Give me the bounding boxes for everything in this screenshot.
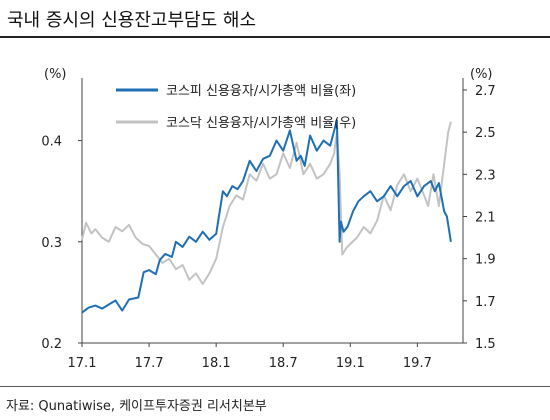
x-tick-label: 17.1 xyxy=(68,356,97,371)
y-right-tick-label: 1.5 xyxy=(475,337,496,352)
title-bar: 국내 증시의 신용잔고부담도 해소 xyxy=(0,0,550,38)
legend-label-kospi: 코스피 신용융자/시가총액 비율(좌) xyxy=(166,84,356,99)
y-left-tick-label: 0.2 xyxy=(41,337,62,352)
y-left-tick-label: 0.3 xyxy=(41,236,62,251)
y-right-tick-label: 2.3 xyxy=(475,168,496,183)
chart-title: 국내 증시의 신용잔고부담도 해소 xyxy=(7,10,257,31)
y-left-unit: (%) xyxy=(44,67,67,82)
x-tick-label: 18.7 xyxy=(269,356,298,371)
y-right-tick-label: 1.9 xyxy=(475,253,496,268)
x-tick-label: 17.7 xyxy=(135,356,164,371)
y-right-tick-label: 1.7 xyxy=(475,295,496,310)
source-bar: 자료: Qunatiwise, 케이프투자증권 리서치본부 xyxy=(0,386,550,420)
y-left-tick-label: 0.4 xyxy=(41,135,62,150)
y-right-tick-label: 2.5 xyxy=(475,126,496,141)
y-right-unit: (%) xyxy=(470,67,493,82)
legend: 코스피 신용융자/시가총액 비율(좌) 코스닥 신용융자/시가총액 비율(우) xyxy=(116,84,356,131)
x-tick-label: 18.1 xyxy=(202,356,231,371)
y-right-tick-label: 2.7 xyxy=(475,84,496,99)
source-note: 자료: Qunatiwise, 케이프투자증권 리서치본부 xyxy=(6,399,267,414)
x-tick-label: 19.1 xyxy=(336,356,365,371)
x-tick-label: 19.7 xyxy=(403,356,432,371)
y-right-tick-label: 2.1 xyxy=(475,211,496,226)
kospi-series-line xyxy=(81,119,452,314)
kosdaq-series-line xyxy=(81,121,452,285)
axes: (%) (%) 0.2 0.3 0.4 1.5 1.7 1.9 2.1 2.3 2.5 2.7 17.1… xyxy=(41,67,495,371)
legend-label-kosdaq: 코스닥 신용융자/시가총액 비율(우) xyxy=(166,116,356,131)
series-layer xyxy=(81,119,452,314)
